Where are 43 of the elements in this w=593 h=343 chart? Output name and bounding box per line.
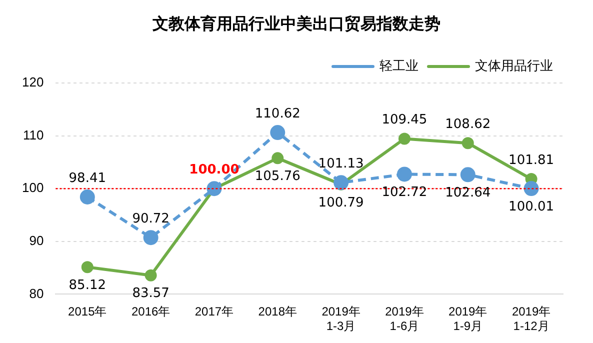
legend-label: 轻工业 [380,58,418,74]
x-tick-label: 2019年 1-6月 [385,304,424,334]
data-label: 90.72 [132,211,170,226]
point [334,175,349,190]
point [270,125,286,140]
data-label: 110.62 [254,106,300,122]
chart-title: 文教体育用品行业中美出口贸易指数走势 [152,14,442,35]
point [524,181,539,196]
data-label: 102.72 [382,185,428,200]
legend-label: 文体用品行业 [475,58,553,74]
y-tick-label: 100 [22,180,44,196]
point [396,166,412,182]
x-tick-label: 2015年 [68,304,107,319]
data-label: 105.76 [254,169,300,184]
data-label: 98.41 [68,170,106,186]
y-tick-label: 80 [29,286,44,301]
y-tick-label: 120 [22,74,44,90]
point [272,152,284,164]
point [143,230,158,246]
data-label: 100.01 [508,199,554,214]
x-tick-label: 2019年 1-9月 [448,304,488,334]
data-label: 83.57 [132,286,170,302]
x-tick-label: 2019年 1-3月 [322,304,360,334]
point [398,132,410,145]
x-tick-label: 2017年 [194,304,234,319]
y-tick-label: 90 [29,232,44,248]
point [81,261,94,274]
data-label: 109.45 [382,112,428,128]
data-label: 108.62 [445,116,491,132]
point [80,189,95,204]
data-label: 100.79 [318,195,364,210]
data-label: 85.12 [68,278,106,294]
data-label: 100.00 [189,162,240,178]
data-label: 101.13 [318,156,364,172]
data-label: 101.81 [508,152,554,168]
point [462,137,474,150]
x-tick-label: 2019年 1-12月 [512,304,551,334]
data-label: 102.64 [445,186,491,201]
point [144,269,157,282]
y-tick-label: 110 [22,127,44,142]
x-tick-label: 2016年 [131,304,170,319]
point [460,167,476,182]
x-tick-label: 2018年 [258,304,297,319]
